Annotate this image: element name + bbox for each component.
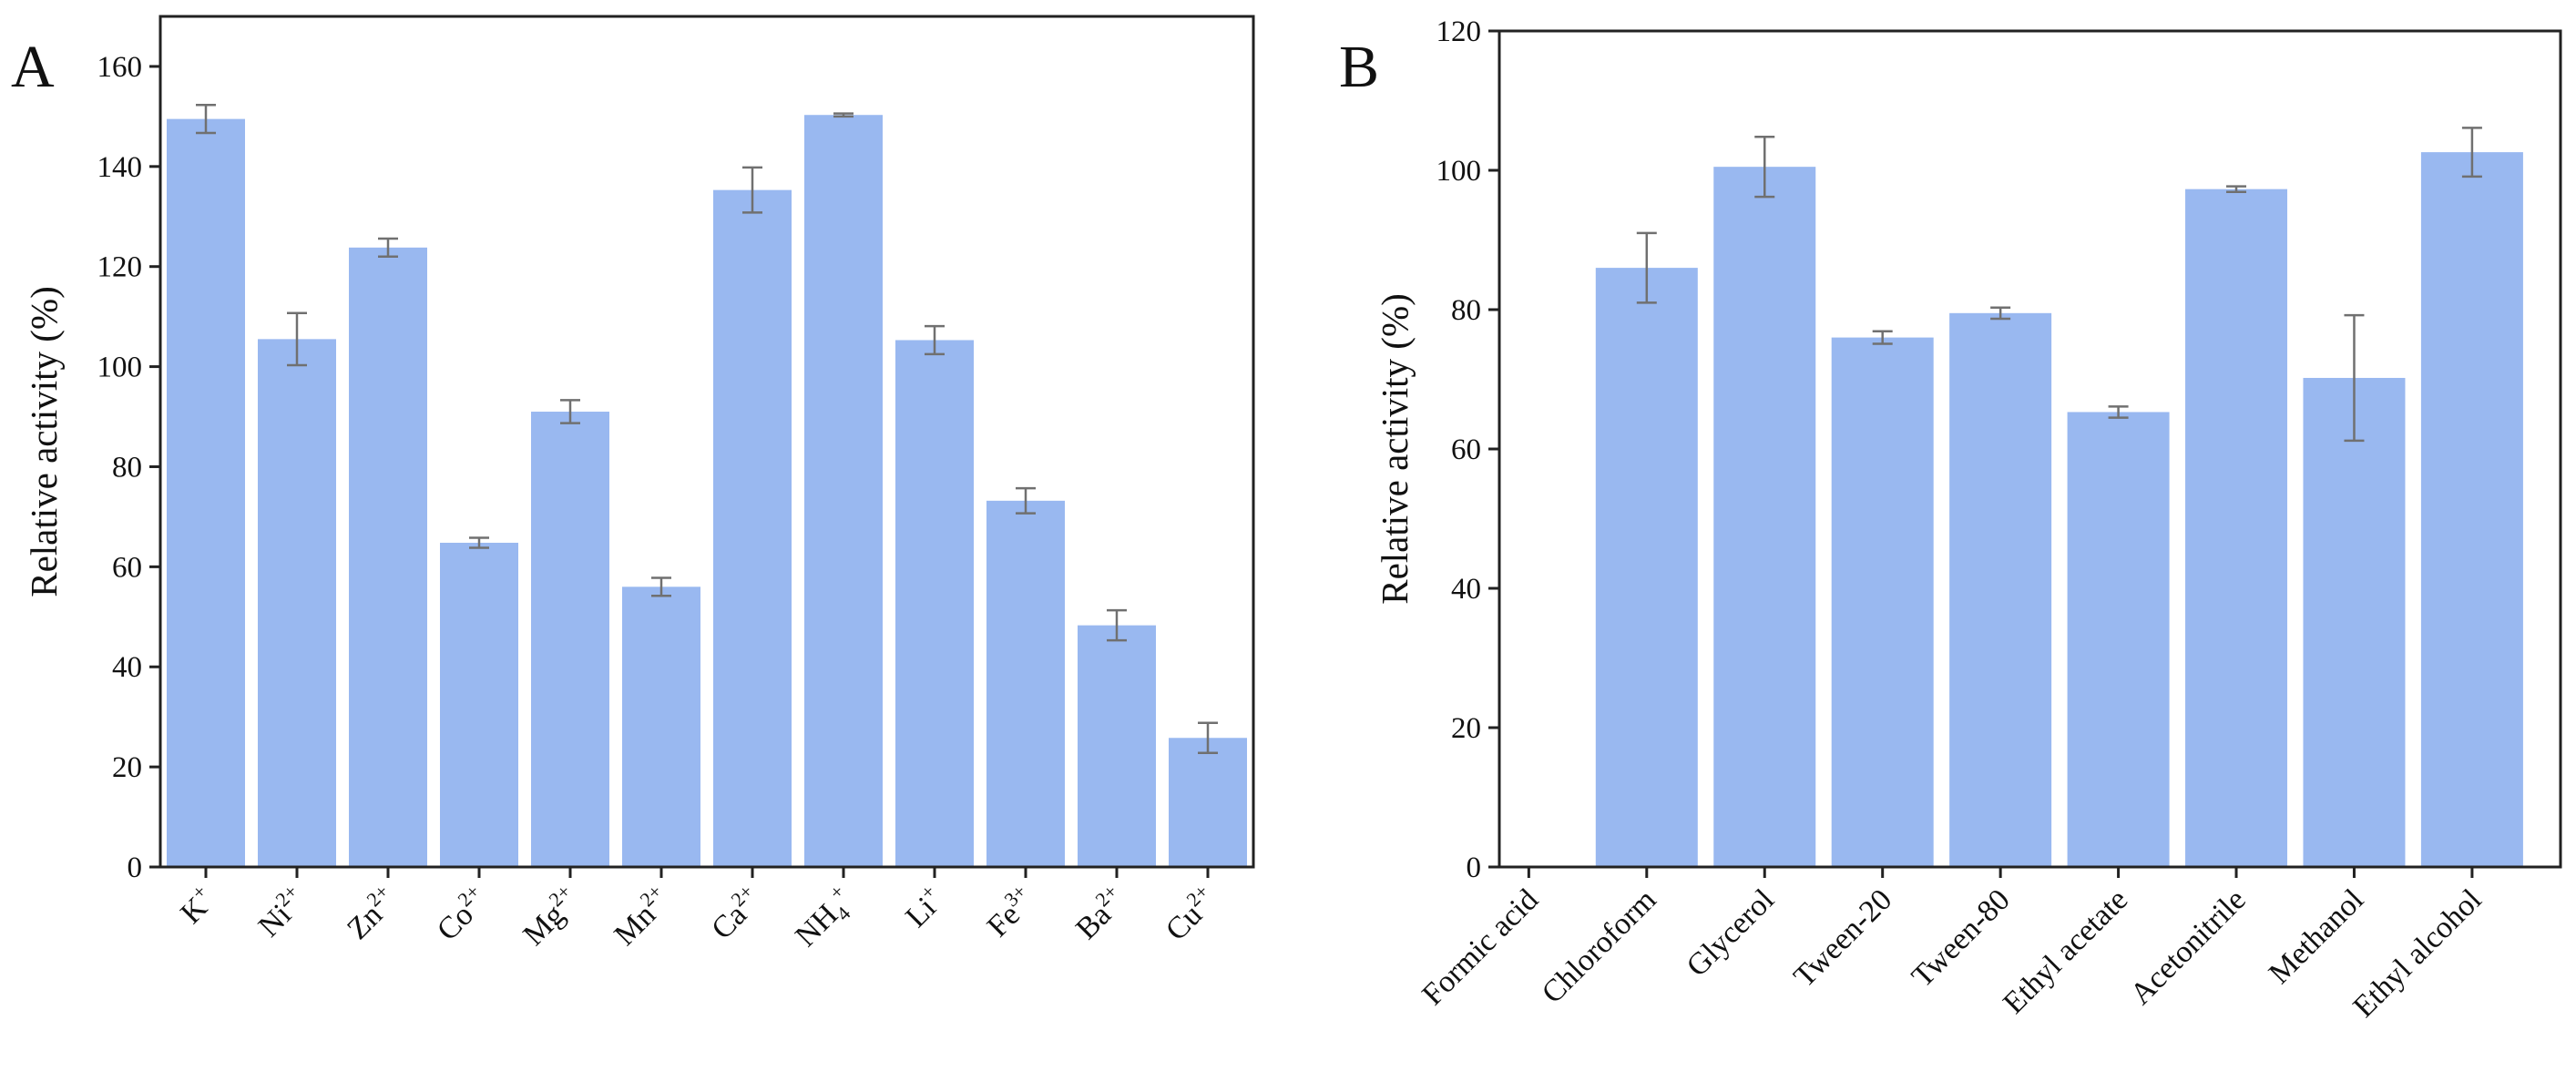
y-tick-label: 80: [1451, 294, 1481, 327]
error-bar: [2226, 185, 2247, 193]
bar: [1949, 312, 2052, 867]
bar: [167, 118, 245, 868]
error-bar: [1990, 306, 2011, 321]
y-tick-label: 140: [97, 151, 143, 184]
x-tick-label: Methanol: [2263, 882, 2370, 990]
x-tick-label: NH4+: [786, 880, 864, 957]
bar: [1713, 167, 1816, 868]
bar: [895, 340, 974, 867]
bar: [622, 586, 700, 867]
y-tick-label: 60: [1451, 433, 1481, 466]
error-bar: [1016, 486, 1036, 515]
error-bar: [742, 166, 762, 214]
y-tick-label: 40: [112, 651, 142, 684]
x-tick-label: Ethyl acetate: [1997, 882, 2134, 1020]
error-bar: [287, 311, 307, 367]
bar: [440, 542, 518, 867]
panel-b: B 0 20 40 60 80 100 120 Relative activity (%) For…: [1339, 15, 2562, 1025]
bar: [713, 189, 792, 868]
x-tick-label: Zn2+: [338, 880, 404, 946]
x-tick-label: Ba2+: [1067, 880, 1133, 946]
error-bar: [1107, 608, 1127, 642]
error-bar: [1872, 330, 1893, 345]
error-bar: [1754, 136, 1775, 199]
x-tick-label: Formic acid: [1416, 882, 1545, 1012]
error-bar: [925, 324, 945, 356]
panel-letter: A: [11, 34, 55, 100]
bar: [804, 115, 883, 867]
bar: [986, 500, 1065, 867]
error-bar: [196, 103, 216, 135]
y-tick-label: 100: [1436, 155, 1482, 188]
y-tick-label: 40: [1451, 573, 1481, 606]
x-tick-label: Tween-80: [1906, 882, 2017, 994]
y-tick-label: 20: [1451, 712, 1481, 745]
y-tick-label: 100: [97, 352, 143, 384]
bar: [1169, 738, 1247, 867]
x-tick-label: Li+: [896, 880, 951, 934]
x-tick-label: Mg2+: [514, 880, 587, 953]
y-axis-title: Relative activity (%): [1374, 293, 1416, 605]
error-bar: [2461, 127, 2482, 178]
bar: [2185, 189, 2288, 867]
x-tick-label: Ni2+: [249, 880, 312, 943]
y-tick-label: 20: [112, 751, 142, 784]
error-bar: [1636, 231, 1657, 304]
bar: [258, 339, 336, 867]
x-tick-label: Acetonitrile: [2124, 882, 2253, 1011]
bar: [1595, 268, 1698, 868]
panel-a: A 0 20 40 60 80 100 120 140 160 Relative activity …: [11, 15, 1255, 957]
y-tick-label: 60: [112, 551, 142, 584]
error-bar: [1198, 721, 1218, 754]
y-axis-title: Relative activity (%): [23, 286, 65, 597]
bar: [1078, 625, 1156, 867]
error-bar: [833, 112, 854, 118]
y-tick-label: 0: [128, 852, 143, 884]
x-tick-label: Glycerol: [1681, 882, 1781, 983]
y-tick-label: 120: [1436, 15, 1482, 48]
error-bar: [651, 576, 671, 597]
x-tick-label: Co2+: [427, 880, 495, 947]
x-tick-label: Chloroform: [1536, 882, 1663, 1010]
panel-letter: B: [1339, 34, 1379, 100]
error-bar: [378, 237, 398, 258]
x-tick-label: Ethyl alcohol: [2347, 882, 2489, 1024]
error-bar: [2344, 313, 2365, 443]
y-tick-label: 80: [112, 451, 142, 484]
bar: [2420, 152, 2523, 868]
bar: [1831, 337, 1934, 868]
x-tick-label: K+: [171, 880, 222, 931]
error-bar: [2108, 405, 2129, 419]
plot-frame: [158, 15, 1255, 869]
error-bar: [560, 399, 580, 424]
error-bar: [469, 536, 489, 549]
x-tick-label: Fe3+: [977, 880, 1041, 943]
y-tick-label: 160: [97, 51, 143, 84]
y-tick-label: 0: [1467, 852, 1482, 884]
x-tick-label: Ca2+: [702, 880, 769, 946]
bar: [2067, 412, 2170, 867]
x-tick-label: Cu2+: [1156, 880, 1223, 947]
y-tick-label: 120: [97, 251, 143, 284]
x-tick-label: Mn2+: [605, 880, 678, 953]
bar: [531, 412, 609, 867]
x-tick-label: Tween-20: [1787, 882, 1898, 994]
bar: [349, 247, 427, 867]
bar: [2303, 377, 2406, 868]
